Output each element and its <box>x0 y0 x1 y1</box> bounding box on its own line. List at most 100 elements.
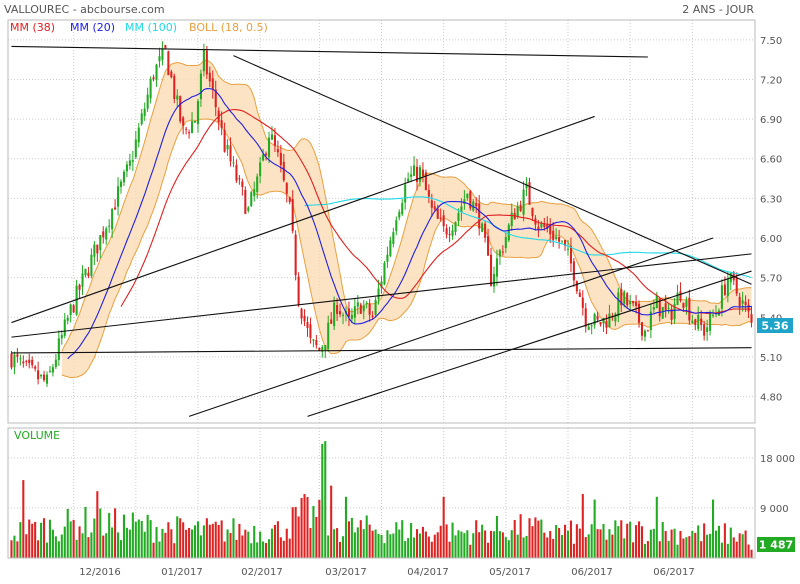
x-tick-label: 03/2017 <box>325 567 367 578</box>
candle <box>481 221 484 233</box>
candle-body <box>347 308 350 318</box>
candle-body <box>566 248 570 250</box>
volume-bar <box>179 518 182 558</box>
candle <box>392 227 395 248</box>
candle-body <box>134 139 137 158</box>
volume-bar <box>22 480 25 558</box>
candle-body <box>439 217 442 219</box>
candle-body <box>155 64 158 80</box>
volume-bar <box>655 496 658 558</box>
volume-bar <box>330 485 333 558</box>
volume-bar <box>149 520 152 558</box>
volume-bar <box>356 527 359 558</box>
candle-body <box>712 314 715 316</box>
volume-bar <box>481 524 484 558</box>
volume-bar <box>336 528 339 558</box>
candle <box>315 335 318 349</box>
price-tick-label: 6.60 <box>760 155 782 166</box>
trendline <box>307 270 752 417</box>
candle <box>374 297 377 318</box>
candle-body <box>495 258 498 277</box>
candle-body <box>371 315 374 317</box>
candle <box>300 307 303 325</box>
volume-bar <box>569 520 572 558</box>
last-volume-badge-bg <box>757 537 795 552</box>
volume-bar <box>421 526 424 558</box>
candle-body <box>244 190 247 214</box>
volume-bar <box>475 520 478 558</box>
candle-body <box>247 207 250 211</box>
candle <box>706 319 709 341</box>
candle <box>31 356 34 369</box>
candle <box>16 348 19 363</box>
volume-bar <box>596 529 599 558</box>
candle <box>176 89 179 107</box>
trendline-group <box>11 45 752 417</box>
candle <box>226 139 229 156</box>
candle <box>359 302 362 314</box>
candle-body <box>176 95 179 100</box>
x-tick-label: 01/2017 <box>161 567 203 578</box>
candle-body <box>99 235 102 251</box>
candle <box>128 153 131 170</box>
volume-bar <box>111 527 114 558</box>
candle <box>312 338 315 348</box>
candle-body <box>492 273 496 287</box>
volume-bar <box>78 526 81 558</box>
x-tick-label: 06/2017 <box>571 567 613 578</box>
candle <box>398 209 401 221</box>
candle-body <box>191 121 194 133</box>
volume-bars <box>10 441 753 558</box>
candle-body <box>13 354 16 368</box>
candle <box>208 66 211 88</box>
volume-bar <box>167 522 170 558</box>
volume-bar <box>324 441 327 558</box>
candle <box>134 130 137 160</box>
candle-body <box>48 370 51 372</box>
ma100-line <box>304 196 752 279</box>
candle <box>709 310 712 336</box>
volume-bar <box>561 535 564 558</box>
candle <box>34 365 37 372</box>
candle-body <box>682 302 685 308</box>
candle <box>90 248 93 279</box>
price-tick-label: 6.30 <box>760 194 782 205</box>
candle <box>191 112 194 134</box>
volume-bar <box>377 533 380 558</box>
candle <box>282 153 285 183</box>
candle <box>276 140 279 157</box>
volume-bar <box>31 523 34 558</box>
price-tick-label: 5.70 <box>760 274 782 285</box>
candle <box>504 232 507 254</box>
volume-bar <box>629 521 632 558</box>
candle <box>84 268 87 278</box>
candle <box>122 169 126 187</box>
volume-bar <box>717 525 720 558</box>
volume-bar <box>321 443 324 558</box>
candle <box>10 350 13 370</box>
candle <box>620 282 623 313</box>
volume-bar <box>703 523 706 558</box>
ma38-line <box>120 108 752 314</box>
candle <box>626 291 629 309</box>
volume-bar <box>315 516 318 558</box>
candle-body <box>66 317 69 321</box>
volume-tick-label: 18 000 <box>760 454 795 465</box>
candle <box>590 323 593 335</box>
candle-body <box>454 222 457 232</box>
x-tick-label: 05/2017 <box>489 567 531 578</box>
volume-bar <box>43 518 46 558</box>
candle-body <box>223 129 226 152</box>
candle-body <box>128 160 131 166</box>
candle <box>368 298 371 322</box>
volume-bar <box>155 527 158 558</box>
candle-body <box>581 297 584 308</box>
volume-bar <box>282 540 285 558</box>
candle <box>291 190 294 234</box>
candle-body <box>442 215 445 227</box>
x-tick-label: 12/2016 <box>79 567 121 578</box>
candle-body <box>291 199 294 231</box>
candle-body <box>430 200 433 208</box>
candle-body <box>193 120 197 123</box>
